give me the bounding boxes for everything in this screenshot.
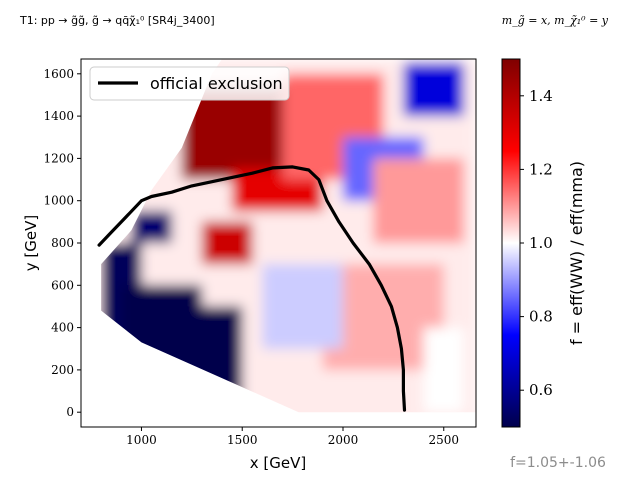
legend-entry-official-exclusion: official exclusion — [150, 74, 283, 93]
colorbar-tick-label: 1.4 — [529, 87, 553, 105]
y-tick-label: 1400 — [43, 109, 74, 123]
legend: official exclusion — [89, 66, 290, 101]
colorbar-tick-label: 1.0 — [529, 234, 553, 252]
colorbar-tick-label: 0.8 — [529, 308, 553, 326]
x-axis-label: x [GeV] — [250, 454, 306, 472]
y-axis-label: y [GeV] — [22, 215, 40, 271]
heatmap-region — [403, 63, 464, 117]
summary-text: f=1.05+-1.06 — [510, 455, 606, 471]
y-tick-label: 1200 — [43, 151, 74, 165]
colorbar-ticks: 0.6 0.8 1.0 1.2 1.4 — [520, 87, 553, 399]
y-axis-ticks: 0 200 400 600 800 1000 1200 1400 1600 — [43, 67, 81, 419]
x-tick-label: 2500 — [428, 433, 459, 447]
y-tick-label: 800 — [51, 236, 74, 250]
figure-title-right: m_g̃ = x, m_χ̃₁⁰ = y — [502, 14, 609, 27]
colorbar-tick-label: 0.6 — [529, 381, 553, 399]
y-tick-label: 400 — [51, 321, 74, 335]
y-tick-label: 1000 — [43, 194, 74, 208]
heatmap-region — [262, 264, 343, 349]
colorbar — [501, 58, 521, 428]
heatmap-region — [373, 158, 464, 243]
y-tick-label: 600 — [51, 278, 74, 292]
x-tick-label: 1000 — [126, 433, 157, 447]
exclusion-curve — [97, 165, 407, 412]
y-tick-label: 0 — [66, 405, 74, 419]
x-tick-label: 2000 — [328, 433, 359, 447]
heatmap-region — [423, 327, 464, 413]
x-tick-label: 1500 — [227, 433, 258, 447]
colorbar-label: f = eff(WW) / eff(mma) — [567, 161, 586, 345]
x-axis-ticks: 1000 1500 2000 2500 — [126, 427, 459, 447]
figure-title-left: T1: pp → g̃g̃, g̃ → qq̄χ̃₁⁰ [SR4j_3400] — [19, 14, 215, 27]
y-tick-label: 1600 — [43, 67, 74, 81]
legend-box — [89, 66, 290, 101]
heatmap-region — [201, 221, 253, 265]
colorbar-tick-label: 1.2 — [529, 160, 553, 178]
y-tick-label: 200 — [51, 363, 74, 377]
